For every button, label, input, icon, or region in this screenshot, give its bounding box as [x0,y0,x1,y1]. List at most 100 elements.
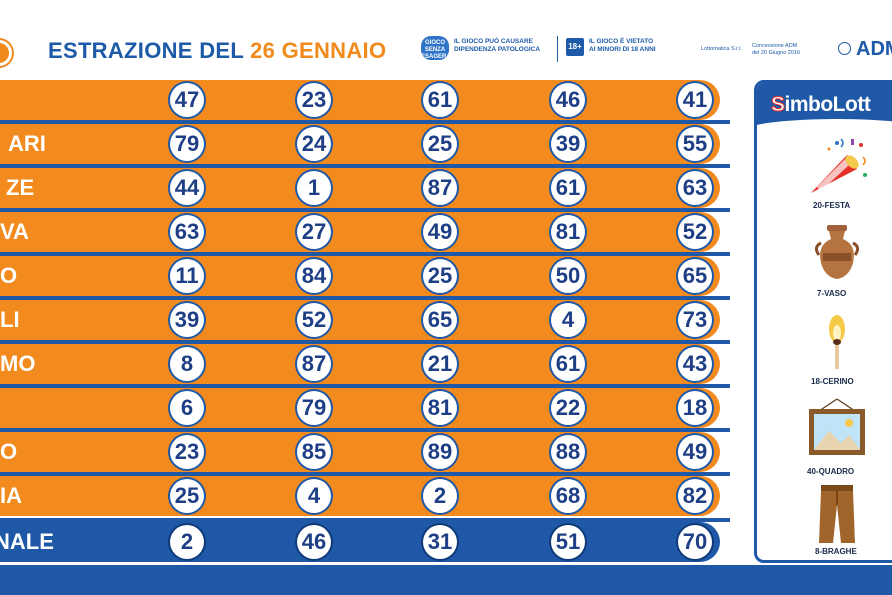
symbol-braghe-label: 8-BRAGHE [815,547,857,556]
table-row: 47 23 61 46 41 [0,80,720,120]
symbol-braghe: 8-BRAGHE [757,483,892,560]
simbolotto-title-rest: imboLott [784,93,871,116]
number-ball: 47 [170,83,204,117]
number-ball: 87 [423,171,457,205]
table-row: O 23 85 89 88 49 [0,432,720,472]
adm-emblem-icon [838,42,851,55]
city-name: ZE [6,175,35,200]
number-ball: 63 [170,215,204,249]
concession-line2: del 20 Giugno 2016 [752,50,801,56]
row-separator [0,340,730,344]
minors-notice: IL GIOCO È VIETATO AI MINORI DI 18 ANNI [589,38,656,54]
page-title: ESTRAZIONE DEL 26 GENNAIO [48,38,386,64]
number-ball: 87 [297,347,331,381]
symbol-quadro: 40-QUADRO [757,397,892,487]
number-ball: 2 [423,479,457,513]
number-ball: 1 [297,171,331,205]
table-row: O 11 84 25 50 65 [0,256,720,296]
table-row: VA 63 27 49 81 52 [0,212,720,252]
number-ball: 65 [678,259,712,293]
table-row: IA 25 4 2 68 82 [0,476,720,516]
simbolotto-panel: SimboLott 20-FESTA 7-VASO [754,80,892,563]
table-row: LI 39 52 65 4 73 [0,300,720,340]
number-ball: 84 [297,259,331,293]
number-ball: 81 [423,391,457,425]
number-ball: 61 [551,171,585,205]
number-ball: 61 [551,347,585,381]
concession-info: Concessione ADM del 20 Giugno 2016 [752,43,800,57]
number-ball: 79 [170,127,204,161]
number-ball: 70 [678,525,712,559]
symbol-festa: 20-FESTA [757,135,892,225]
number-ball: 88 [551,435,585,469]
number-ball: 85 [297,435,331,469]
title-date: 26 GENNAIO [250,38,387,63]
row-separator [0,252,730,256]
bottom-bar [0,565,892,595]
city-name: VA [0,219,29,244]
number-ball: 55 [678,127,712,161]
row-separator [0,208,730,212]
number-ball: 63 [678,171,712,205]
number-ball: 61 [423,83,457,117]
number-ball: 11 [170,259,204,293]
number-ball: 82 [678,479,712,513]
city-name: NALE [0,529,54,554]
number-ball: 89 [423,435,457,469]
city-name: MO [0,351,36,376]
addiction-notice-line1: IL GIOCO PUÒ CAUSARE [454,38,533,45]
number-ball: 25 [423,127,457,161]
symbol-festa-label: 20-FESTA [813,201,851,210]
number-ball: 73 [678,303,712,337]
number-ball: 25 [423,259,457,293]
number-ball: 25 [170,479,204,513]
number-ball: 81 [551,215,585,249]
table-row: MO 8 87 21 61 43 [0,344,720,384]
row-separator [0,472,730,476]
number-ball: 50 [551,259,585,293]
age-restriction-badge: 18+ [566,38,584,56]
number-ball: 8 [170,347,204,381]
symbol-quadro-label: 40-QUADRO [807,467,855,476]
adm-logo-text: ADM [856,38,892,60]
responsible-gaming-icon: GIOCO SENZA ESAGERARE [421,36,459,60]
number-ball: 41 [678,83,712,117]
row-separator [0,120,730,124]
vase-icon [814,225,860,279]
header-divider [557,36,558,62]
row-separator [0,384,730,388]
operator-name: Lottomatica S.r.l. [701,46,742,52]
minors-notice-line1: IL GIOCO È VIETATO [589,38,654,45]
match-icon [829,315,845,369]
number-ball: 65 [423,303,457,337]
number-ball: 46 [551,83,585,117]
number-ball: 24 [297,127,331,161]
number-ball: 22 [551,391,585,425]
row-separator [0,164,730,168]
number-ball: 6 [170,391,204,425]
simbolotto-title: SimboLott [771,93,871,117]
table-row: ZE 44 1 87 61 63 [0,168,720,208]
number-ball: 4 [551,303,585,337]
row-separator [0,518,730,522]
city-name: LI [0,307,20,332]
results-table: 47 23 61 46 41 ARI 79 24 25 39 55 ZE 44 1 87 61 63 VA 63 27… [0,80,745,570]
city-name: ARI [8,131,46,156]
table-row: 6 79 81 22 18 [0,388,720,428]
number-ball: 21 [423,347,457,381]
simbolotto-header-curve [757,119,892,141]
row-separator [0,296,730,300]
number-ball: 49 [678,435,712,469]
concession-line1: Concessione ADM [752,43,798,49]
number-ball: 23 [170,435,204,469]
number-ball: 52 [678,215,712,249]
symbol-cerino-label: 18-CERINO [811,377,854,386]
number-ball: 49 [423,215,457,249]
lotto-logo [0,40,12,66]
symbol-vaso-label: 7-VASO [817,289,847,298]
number-ball: 18 [678,391,712,425]
symbol-cerino: 18-CERINO [757,311,892,401]
number-ball: 51 [551,525,585,559]
number-ball: 44 [170,171,204,205]
number-ball: 27 [297,215,331,249]
